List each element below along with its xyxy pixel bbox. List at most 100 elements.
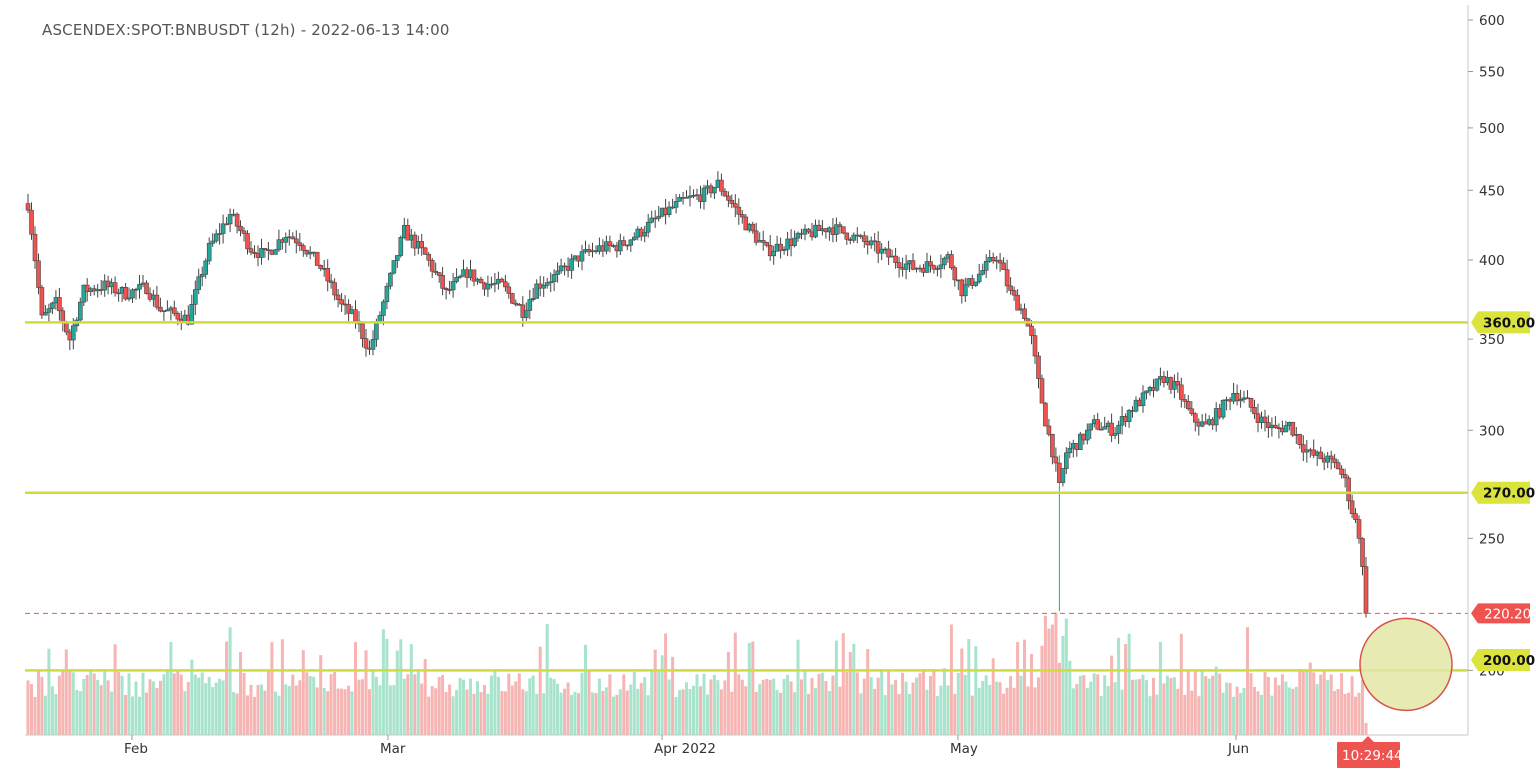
volume-bar (96, 679, 100, 735)
candle (844, 232, 850, 245)
volume-bar (754, 692, 758, 735)
volume-bar (970, 695, 974, 735)
volume-bar (280, 639, 284, 735)
candle (1126, 409, 1132, 428)
candle-body (297, 242, 303, 246)
candle (1304, 439, 1310, 463)
volume-bar (239, 652, 242, 735)
volume-bar (54, 694, 58, 735)
volume-bar (47, 648, 51, 735)
volume-bar (535, 693, 539, 735)
overlays: 360.00 270.00 200.00 220.20 10:29:44 (1337, 311, 1535, 768)
volume-bar (908, 694, 911, 735)
y-tick-label: 450 (1479, 183, 1505, 199)
volume-bar (1085, 688, 1089, 735)
candle-body (1339, 468, 1344, 475)
volume-bar (1329, 674, 1333, 735)
volume-bar (692, 685, 695, 735)
candle (778, 237, 783, 259)
candle-body (457, 275, 463, 278)
candle (224, 217, 229, 226)
candle-body (1273, 424, 1278, 429)
candle (360, 321, 365, 348)
candle-body (300, 245, 306, 251)
candle-body (523, 310, 529, 318)
candle-body (1102, 426, 1107, 430)
volume-bar (608, 674, 612, 735)
volume-bar (831, 675, 835, 735)
candle-body (656, 215, 662, 219)
volume-bar (1043, 615, 1047, 735)
candle-body (210, 240, 215, 244)
volume-bar (64, 649, 68, 735)
volume-bar (601, 690, 605, 735)
candle (631, 232, 637, 241)
volume-bar (225, 641, 229, 735)
volume-bar (772, 678, 776, 735)
volume-bar (291, 674, 295, 735)
candle-body (962, 284, 968, 297)
volume-bar (646, 695, 650, 735)
volume-bar (392, 685, 396, 735)
volume-bar (876, 677, 880, 735)
candle (161, 310, 167, 321)
candle (144, 280, 149, 295)
candle-body (130, 289, 135, 299)
candle (534, 279, 540, 299)
candle-body (394, 255, 400, 261)
volume-bar (117, 671, 121, 735)
volume-bar (995, 681, 999, 735)
horizontal-levels[interactable] (25, 321, 1468, 672)
volume-bar (1214, 666, 1218, 735)
volume-bar (824, 681, 828, 735)
candle-body (29, 209, 34, 235)
volume-bar (68, 670, 72, 735)
volume-bar (1301, 670, 1305, 735)
candle-body (1301, 444, 1306, 453)
candle (335, 289, 341, 308)
candle-body (813, 224, 818, 238)
volume-bar (1106, 686, 1110, 735)
candle-body (534, 283, 540, 299)
y-tick-label: 500 (1479, 121, 1505, 137)
candle (834, 217, 839, 242)
volume-bar (517, 673, 521, 735)
volume-bar (852, 643, 856, 735)
candle-body (1356, 519, 1362, 539)
candle (1140, 385, 1146, 413)
candle (938, 254, 944, 279)
volume-bar (43, 695, 47, 735)
candle (1022, 303, 1027, 321)
volume-bar (1333, 690, 1337, 735)
volume-bar (1312, 672, 1316, 735)
candle-body (206, 243, 212, 262)
volume-bar (632, 671, 636, 735)
candle-body (942, 257, 947, 266)
candle-body (896, 262, 902, 268)
volume-bar (768, 679, 772, 735)
candle-body (1328, 455, 1334, 460)
candle-body (1140, 392, 1146, 406)
candle (949, 250, 954, 270)
candle-body (645, 221, 651, 233)
candle (262, 248, 268, 258)
volume-bar (664, 633, 668, 735)
candle (433, 262, 439, 276)
volume-bar (1092, 673, 1096, 735)
candle (39, 284, 45, 319)
volume-bar (336, 688, 340, 735)
candle (454, 268, 459, 284)
candle-body (384, 285, 390, 303)
volume-bar (50, 686, 54, 735)
candle (1154, 378, 1160, 392)
volume-bar (591, 692, 594, 735)
candle (137, 275, 142, 299)
candle (513, 299, 519, 307)
volume-bar (932, 669, 936, 735)
candle (273, 248, 278, 255)
candle (112, 276, 118, 297)
candle (440, 267, 445, 296)
volume-bar (486, 693, 490, 735)
